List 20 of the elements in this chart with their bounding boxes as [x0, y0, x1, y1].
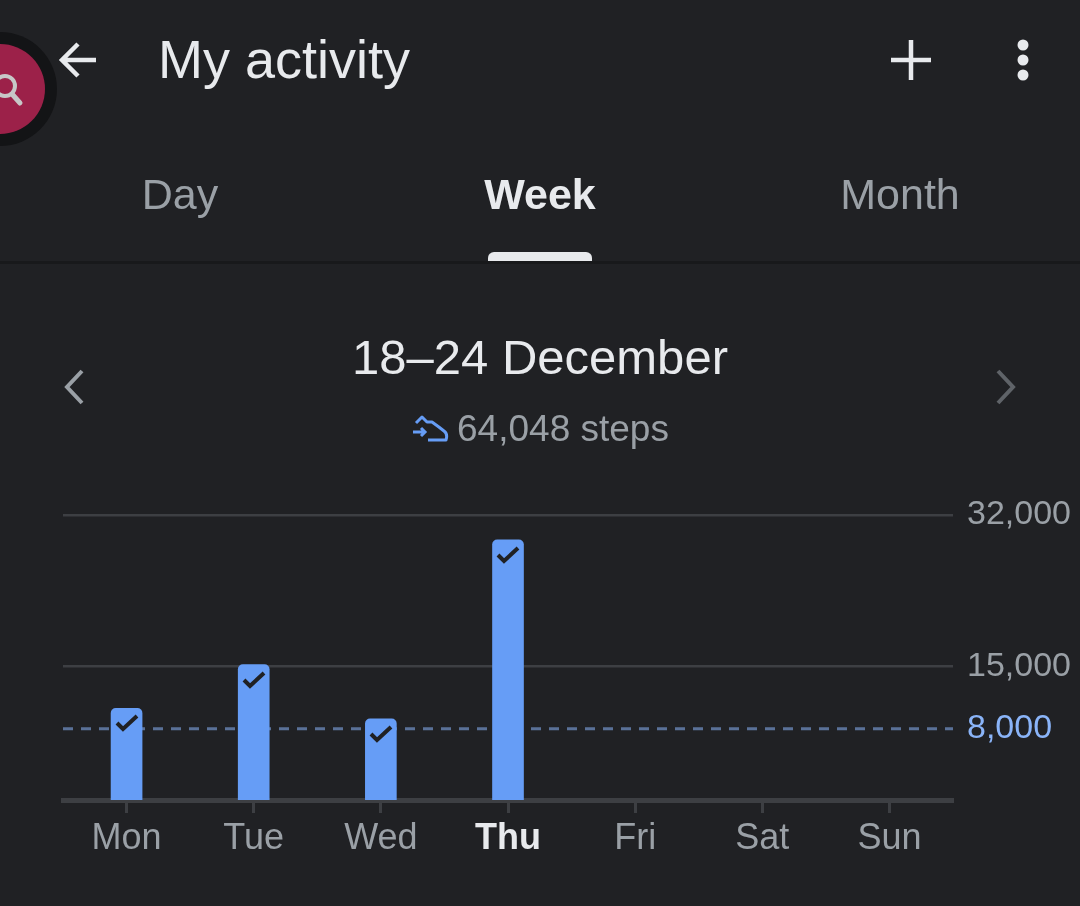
- text: My activity: [158, 29, 411, 89]
- bar: [237, 664, 270, 800]
- x-tick-label: Fri: [614, 815, 657, 857]
- x-tick-label: Mon: [91, 815, 162, 857]
- bar: [492, 539, 524, 800]
- text: Day: [140, 170, 220, 218]
- chart-title: 18–24 December: [351, 330, 729, 384]
- x-tick-label: Thu: [475, 815, 541, 857]
- y-tick-label: 15,000: [967, 644, 1071, 683]
- x-tick-label: Wed: [344, 815, 418, 857]
- x-tick-label: Sun: [857, 815, 922, 857]
- x-tick-label: Sat: [735, 815, 790, 857]
- ref-line-label: 8,000: [967, 707, 1053, 746]
- text: Week: [483, 170, 597, 218]
- chart-subtitle: 64,048 steps: [457, 408, 669, 449]
- text: Month: [839, 170, 961, 218]
- x-tick-label: Tue: [223, 815, 285, 857]
- y-tick-label: 32,000: [967, 493, 1071, 532]
- bar: [110, 707, 143, 800]
- bar: [365, 718, 397, 800]
